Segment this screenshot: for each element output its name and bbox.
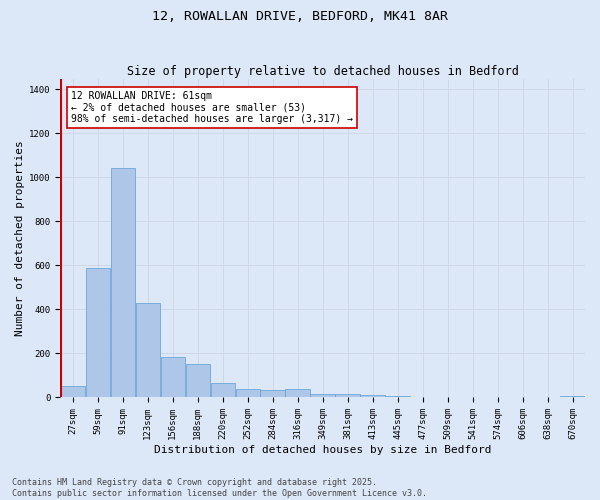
Bar — [86, 268, 110, 398]
Bar — [260, 390, 285, 398]
Bar — [185, 364, 210, 398]
Bar — [61, 386, 85, 398]
Bar — [560, 396, 585, 398]
Text: Contains HM Land Registry data © Crown copyright and database right 2025.
Contai: Contains HM Land Registry data © Crown c… — [12, 478, 427, 498]
Bar — [136, 303, 160, 398]
Bar — [310, 394, 335, 398]
Bar — [335, 394, 360, 398]
Bar — [211, 383, 235, 398]
Y-axis label: Number of detached properties: Number of detached properties — [15, 140, 25, 336]
X-axis label: Distribution of detached houses by size in Bedford: Distribution of detached houses by size … — [154, 445, 491, 455]
Bar — [361, 394, 385, 398]
Title: Size of property relative to detached houses in Bedford: Size of property relative to detached ho… — [127, 66, 518, 78]
Bar — [410, 397, 435, 398]
Bar — [110, 168, 135, 398]
Bar — [161, 357, 185, 398]
Text: 12, ROWALLAN DRIVE, BEDFORD, MK41 8AR: 12, ROWALLAN DRIVE, BEDFORD, MK41 8AR — [152, 10, 448, 23]
Text: 12 ROWALLAN DRIVE: 61sqm
← 2% of detached houses are smaller (53)
98% of semi-de: 12 ROWALLAN DRIVE: 61sqm ← 2% of detache… — [71, 92, 353, 124]
Bar — [385, 396, 410, 398]
Bar — [286, 389, 310, 398]
Bar — [236, 389, 260, 398]
